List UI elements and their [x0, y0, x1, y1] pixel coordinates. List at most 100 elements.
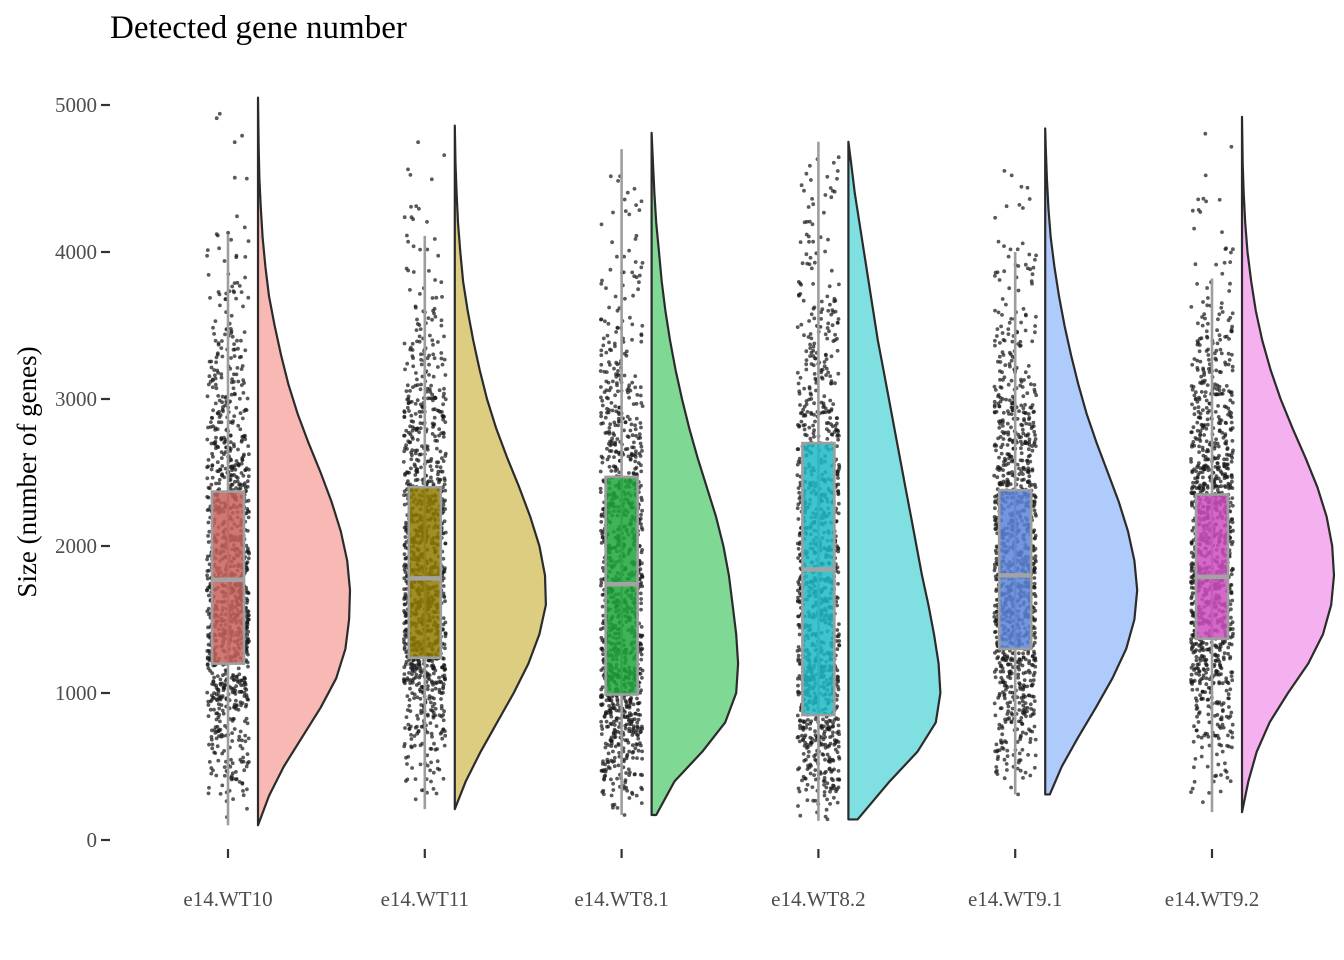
data-point [230, 464, 235, 469]
data-point [811, 354, 816, 358]
data-point [432, 356, 437, 361]
data-point [993, 274, 997, 278]
data-point [829, 408, 833, 413]
data-point [406, 268, 411, 273]
data-point [636, 708, 640, 712]
data-point [993, 506, 997, 511]
data-point [222, 773, 227, 778]
group-e14.WT10 [205, 96, 352, 827]
data-point [637, 280, 641, 285]
data-point [407, 703, 412, 708]
data-point [236, 666, 241, 671]
data-point [809, 397, 814, 401]
data-point [626, 435, 631, 439]
data-point [219, 346, 224, 350]
data-point [206, 382, 211, 387]
data-point [443, 566, 447, 571]
data-point [1001, 410, 1006, 415]
data-point [443, 646, 447, 651]
data-point [835, 320, 840, 325]
data-point [214, 360, 219, 365]
data-point [598, 490, 603, 494]
data-point [425, 763, 430, 768]
data-point [640, 548, 644, 552]
data-point [442, 673, 447, 678]
data-point [238, 396, 242, 401]
data-point [244, 687, 249, 692]
data-point [1009, 684, 1014, 689]
data-point [813, 376, 818, 381]
data-point [615, 383, 619, 388]
data-point [403, 367, 407, 372]
data-point [798, 411, 803, 416]
data-point [429, 731, 434, 736]
data-point [811, 239, 815, 244]
data-point [606, 751, 611, 756]
data-point [822, 729, 827, 734]
data-point [1033, 257, 1037, 262]
data-point [606, 321, 611, 326]
data-point [604, 698, 609, 703]
group-e14.WT8.1 [598, 131, 740, 817]
data-point [237, 780, 242, 784]
data-point [229, 392, 234, 397]
data-point [608, 363, 612, 367]
data-point [829, 770, 834, 774]
data-point [627, 417, 632, 422]
data-point [826, 308, 831, 313]
data-point [800, 733, 804, 738]
data-point [1020, 730, 1025, 735]
data-point [416, 140, 420, 145]
data-point [599, 353, 604, 358]
data-point [441, 622, 446, 627]
data-point [246, 474, 251, 479]
data-point [630, 380, 635, 385]
data-point [823, 814, 828, 819]
data-point [629, 422, 634, 427]
data-point [432, 237, 437, 241]
data-point [615, 697, 620, 702]
data-point [436, 340, 440, 344]
data-point [433, 278, 437, 282]
box-iqr [801, 441, 836, 717]
data-point [830, 424, 835, 429]
data-point [836, 685, 840, 689]
data-point [614, 330, 618, 334]
data-point [1033, 324, 1037, 328]
data-point [835, 348, 840, 353]
data-point [630, 743, 635, 748]
data-point [228, 447, 233, 451]
data-point [1021, 406, 1026, 411]
data-point [804, 787, 808, 792]
data-point [441, 394, 446, 399]
data-point [1002, 757, 1007, 762]
data-point [835, 603, 839, 608]
data-point [443, 599, 447, 604]
data-point [405, 405, 410, 410]
data-point [418, 414, 423, 419]
data-point [404, 715, 409, 719]
data-point [441, 718, 446, 723]
data-point [831, 160, 836, 165]
data-point [235, 678, 240, 682]
data-point [834, 416, 839, 420]
data-point [243, 433, 247, 438]
data-point [639, 495, 644, 500]
data-point [214, 711, 219, 716]
data-point [633, 385, 638, 390]
data-point [402, 552, 407, 557]
data-point [639, 572, 644, 577]
data-point [625, 447, 630, 451]
data-point [442, 519, 447, 524]
data-point [407, 409, 411, 413]
data-point [222, 259, 227, 263]
data-point [616, 179, 620, 183]
data-point [639, 652, 644, 657]
data-point [442, 663, 447, 668]
data-point [419, 382, 423, 387]
data-point [1028, 737, 1033, 741]
data-point [402, 341, 407, 346]
data-point [833, 332, 837, 337]
data-point [629, 712, 634, 717]
data-point [415, 317, 419, 322]
